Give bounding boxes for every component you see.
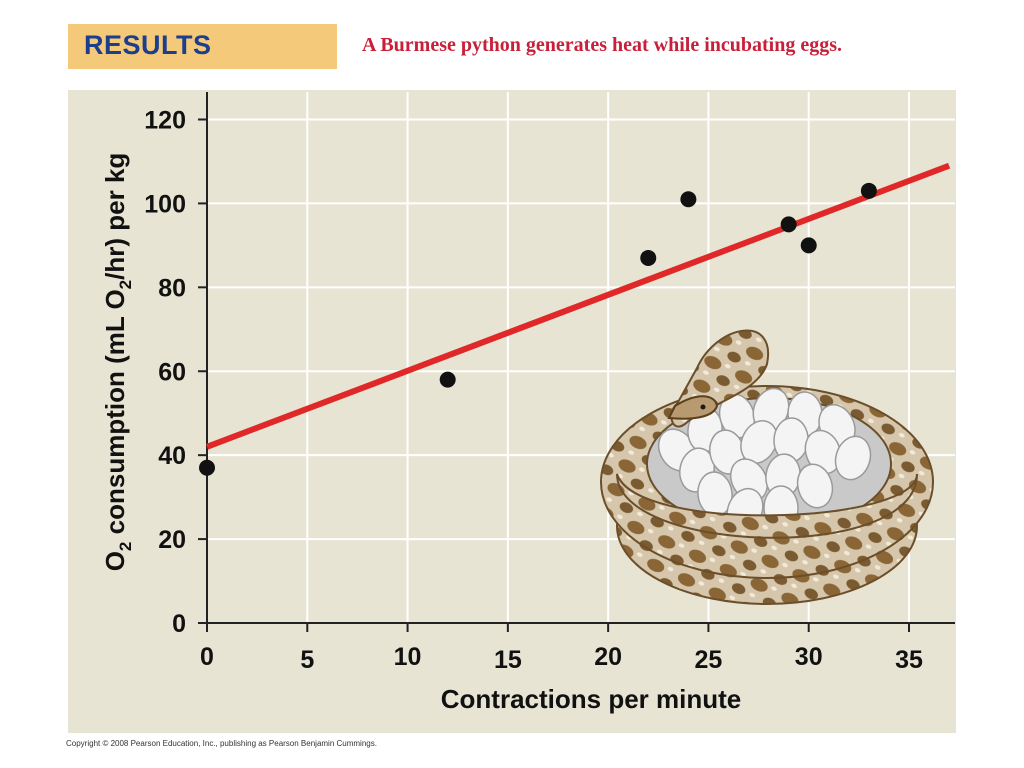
x-tick-label-0: 0 [200,643,214,671]
results-banner: RESULTS [68,24,337,69]
y-tick-label-40: 40 [158,442,186,470]
y-tick-label-60: 60 [158,358,186,386]
y-axis-title: O2 consumption (mL O2/hr) per kg [100,153,135,572]
egg [834,435,872,481]
python-coiled-around-eggs-illustration [600,329,934,605]
x-tick-label-15: 15 [494,646,522,674]
egg [796,463,834,509]
y-axis-title-part: /hr) per kg [100,153,130,280]
trend-line [205,162,951,450]
data-point [780,216,797,233]
python-front-coil [616,473,918,539]
data-point [800,237,817,254]
copyright-notice: Copyright © 2008 Pearson Education, Inc.… [66,739,377,748]
data-point [199,459,215,476]
data-points [199,182,877,476]
data-point [640,249,657,266]
y-tick-label-20: 20 [158,526,186,554]
y-axis-title-part: consumption (mL O [100,289,130,541]
x-axis-title: Contractions per minute [441,684,741,714]
data-point [680,191,697,208]
y-axis-title-subscript: 2 [116,542,135,551]
x-tick-label-35: 35 [895,646,923,674]
x-tick-label-5: 5 [300,646,314,674]
y-tick-label-120: 120 [144,107,186,135]
x-tick-label-20: 20 [594,643,622,671]
y-tick-label-100: 100 [144,190,186,218]
x-tick-label-25: 25 [695,646,723,674]
data-point [860,182,877,199]
results-label: RESULTS [84,30,212,60]
y-axis-title-part: O [100,551,130,571]
y-tick-label-80: 80 [158,274,186,302]
x-tick-label-10: 10 [394,643,422,671]
y-axis-title-subscript: 2 [116,280,135,289]
python-eye [700,404,706,410]
x-tick-label-30: 30 [795,643,823,671]
python-head [667,395,719,420]
data-point [439,371,456,388]
y-tick-label-0: 0 [172,610,186,638]
figure-subtitle: A Burmese python generates heat while in… [362,34,842,56]
